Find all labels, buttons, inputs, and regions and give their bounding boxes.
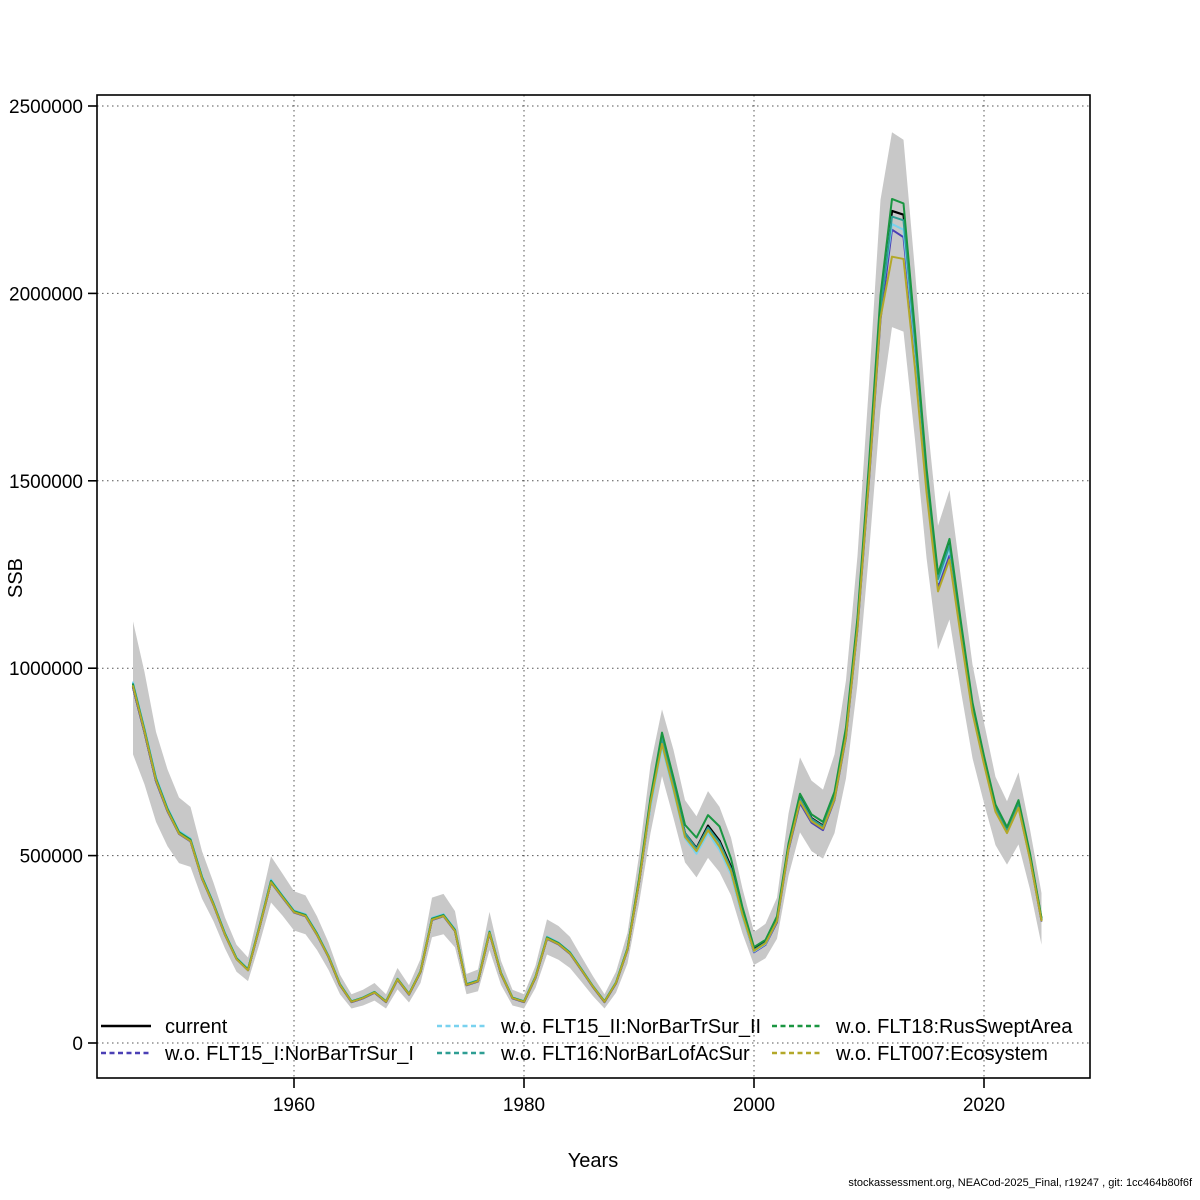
legend-label: w.o. FLT15_I:NorBarTrSur_I — [164, 1043, 414, 1065]
y-axis-tick-label: 2000000 — [9, 284, 83, 305]
x-axis-tick-label: 2020 — [963, 1095, 1005, 1116]
y-axis-tick-label: 0 — [72, 1034, 83, 1055]
legend-label: w.o. FLT007:Ecosystem — [835, 1043, 1048, 1065]
legend-label: w.o. FLT16:NorBarLofAcSur — [500, 1043, 750, 1065]
y-axis-tick-label: 1500000 — [9, 472, 83, 493]
series-line — [132, 255, 1043, 1003]
y-axis-title: SSB — [5, 558, 27, 598]
y-axis-tick-label: 1000000 — [9, 659, 83, 680]
x-axis: 1960 1980 2000 2020 — [273, 1078, 1005, 1116]
confidence-band — [133, 132, 1042, 1009]
y-axis-tick-label: 2500000 — [9, 97, 83, 118]
x-axis-tick-label: 1980 — [503, 1095, 545, 1116]
series-lines — [131, 197, 1043, 1004]
x-axis-tick-label: 1960 — [273, 1095, 315, 1116]
y-axis-tick-label: 500000 — [20, 847, 83, 868]
legend-label: w.o. FLT18:RusSweptArea — [835, 1016, 1073, 1038]
x-axis-tick-label: 2000 — [733, 1095, 775, 1116]
x-axis-title: Years — [568, 1150, 618, 1172]
plot-frame — [96, 94, 1091, 1079]
legend-label: current — [165, 1016, 228, 1038]
source-caption: stockassessment.org, NEACod-2025_Final, … — [848, 1177, 1193, 1189]
confidence-band-area — [133, 132, 1042, 1009]
gridlines — [97, 95, 1090, 1078]
legend-label: w.o. FLT15_II:NorBarTrSur_II — [500, 1016, 761, 1038]
chart-legend: current w.o. FLT15_I:NorBarTrSur_I w.o. FL… — [101, 1016, 1073, 1065]
y-axis: 0 500000 1000000 1500000 2000000 2500000 — [9, 97, 97, 1055]
